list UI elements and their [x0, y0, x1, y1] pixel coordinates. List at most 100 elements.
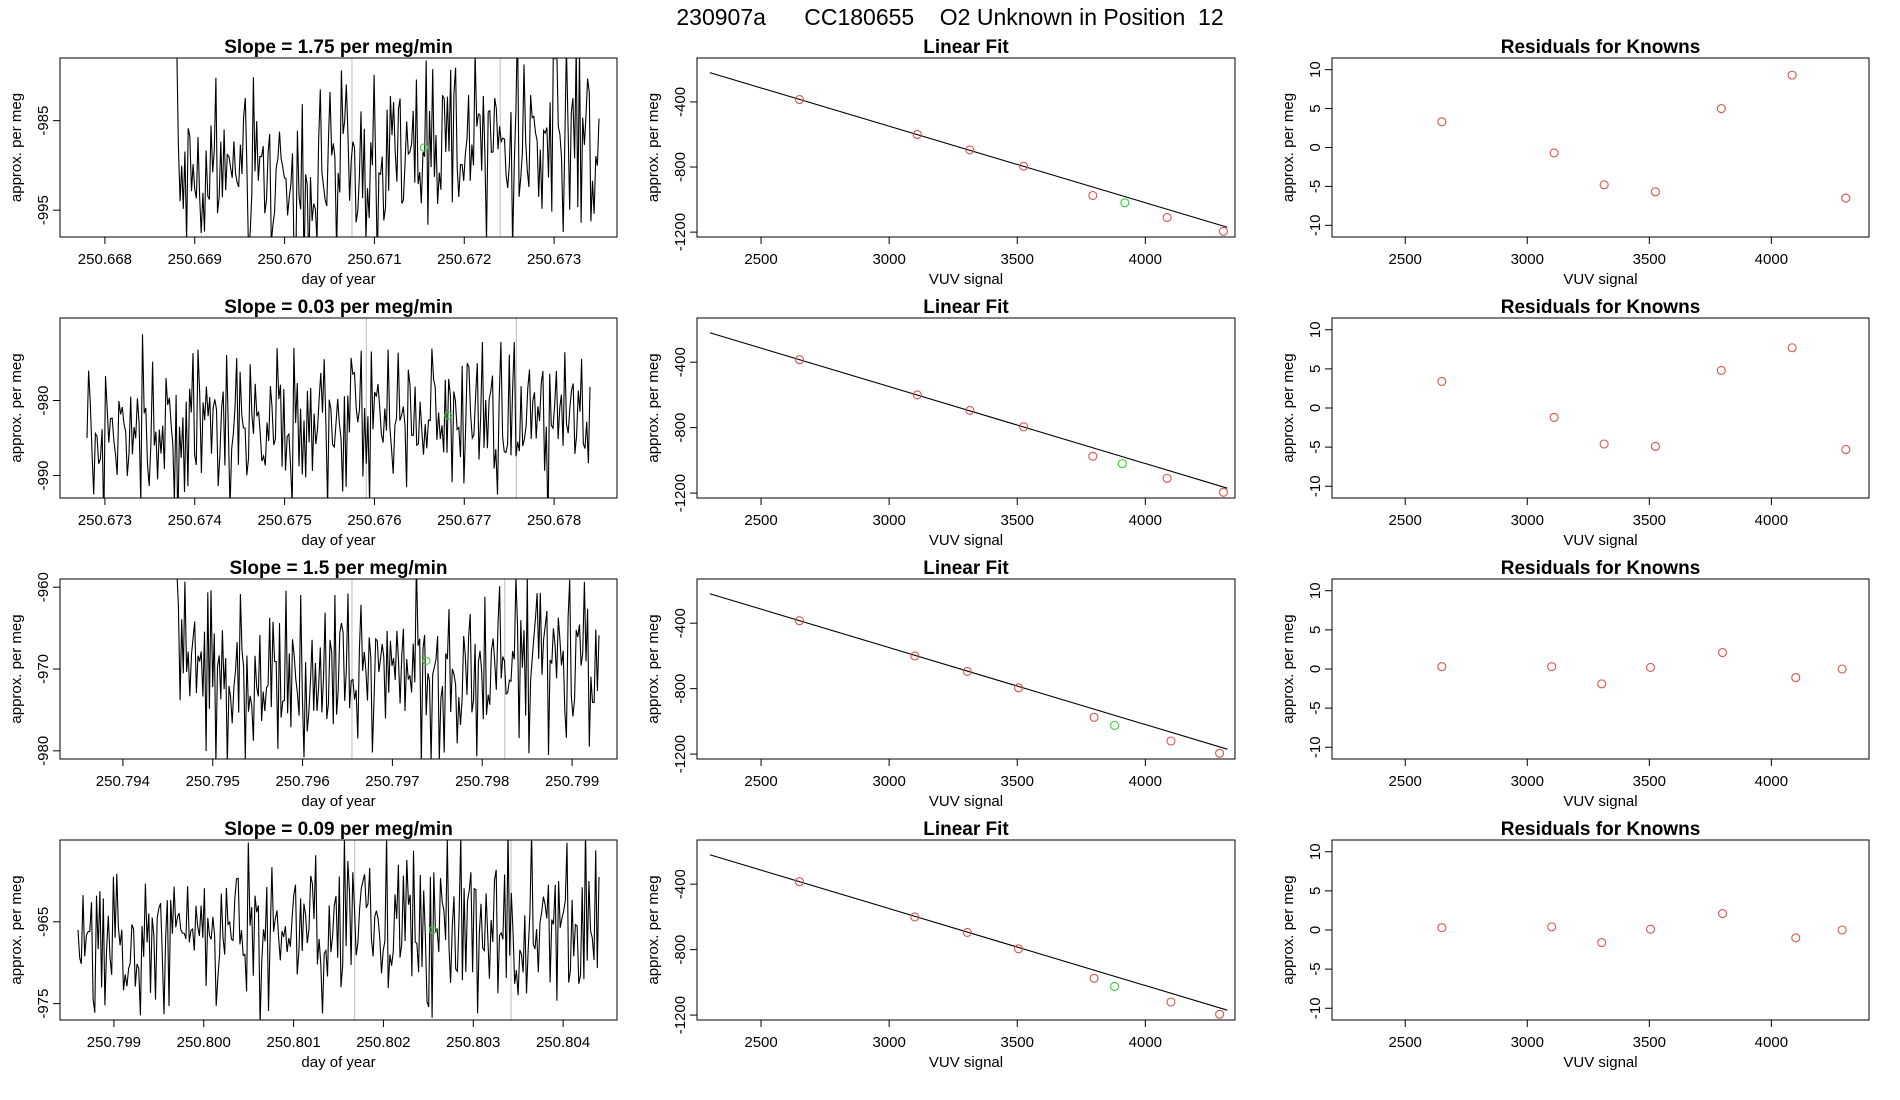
panel-r2c1-xtick-label-6: 250.678 — [527, 512, 581, 529]
panel-r3c1-ylabel: approx. per meg — [8, 614, 25, 723]
panel-r3c1-series-line — [176, 579, 600, 759]
panel-r2c2-known-point-6 — [1162, 473, 1172, 483]
panel-r2c1-xtick-label-4: 250.676 — [347, 512, 401, 529]
panel-r4c3-ytick-label-1: 10 — [1307, 843, 1324, 860]
panel-r3c1-unknown-marker — [422, 656, 431, 665]
panel-r1c1-xtick-label-6: 250.673 — [527, 251, 581, 268]
panel-r3c3-xtick-label-4: 4000 — [1755, 773, 1788, 790]
panel-r4c1-frame — [59, 839, 618, 1021]
panel-r3c3-xlabel: VUV signal — [1563, 793, 1637, 810]
panel-r2c2-xtick-label-3: 3500 — [1001, 512, 1034, 529]
panel-r1c2: Linear Fit 2500 3000 3500 4000 -400 -800 -1200 V… — [645, 37, 1236, 288]
panel-r2c3-xtick-label-2: 3000 — [1511, 512, 1544, 529]
panel-r2c1-xtick-label-2: 250.674 — [168, 512, 222, 529]
panel-r2c3-xtick-label-1: 2500 — [1389, 512, 1422, 529]
panel-r1c3-frame — [1331, 57, 1870, 238]
panel-r3c1-xtick-label-2: 250.795 — [186, 773, 240, 790]
panel-r2c3-known-point-2 — [1549, 412, 1559, 422]
panel-r3c2-ylabel: approx. per meg — [645, 614, 662, 723]
panel-r1c1-title: Slope = 1.75 per meg/min — [224, 37, 453, 58]
panel-r3c2-ytick-label-2: -800 — [672, 674, 689, 704]
panel-r4c2-xtick-label-2: 3000 — [872, 1034, 905, 1051]
panel-r2c2-xtick-label-1: 2500 — [744, 512, 777, 529]
panel-r1c2-known-point-6 — [1162, 212, 1172, 223]
panel-r2c3-known-point-5 — [1716, 365, 1726, 375]
panel-r3c3-title: Residuals for Knowns — [1501, 558, 1701, 579]
panel-r2c2-known-point-7 — [1218, 487, 1229, 497]
panel-r2c2-known-point-1 — [794, 355, 805, 365]
panel-r2c1-ytick-label-2: -990 — [35, 460, 52, 490]
panel-r1c1-plot-area — [176, 58, 600, 237]
panel-r2c2-ytick-label-1: -400 — [672, 347, 689, 377]
panel-r2c1-unknown-marker — [444, 411, 453, 420]
panel-r1c3-title: Residuals for Knowns — [1501, 37, 1701, 58]
panel-r3c3-xtick-label-3: 3500 — [1633, 773, 1666, 790]
panel-r3c2-xlabel: VUV signal — [929, 793, 1003, 810]
panel-r1c1-unknown-marker — [419, 143, 428, 152]
panel-r3c2-xtick-label-4: 4000 — [1129, 773, 1162, 790]
panel-r3c1-plot-area — [176, 579, 600, 759]
panel-r2c1-xtick-label-5: 250.677 — [437, 512, 491, 529]
panel-r2c2-known-point-4 — [1019, 422, 1029, 432]
panel-r2c3-ytick-label-5: -10 — [1307, 475, 1324, 497]
panel-r1c1-ylabel: approx. per meg — [8, 93, 25, 202]
panel-r4c3-ytick-label-3: 0 — [1307, 926, 1324, 934]
panel-r1c2-known-point-3 — [965, 145, 975, 155]
panel-r4c1-xtick-label-5: 250.803 — [446, 1034, 500, 1051]
panel-r2c2-frame — [696, 317, 1236, 499]
panel-r2c3-frame — [1331, 317, 1870, 499]
panel-r4c2-known-point-3 — [962, 927, 972, 938]
panel-r3c3-ytick-label-2: 5 — [1307, 626, 1324, 634]
panel-r4c3-ylabel: approx. per meg — [1280, 875, 1297, 984]
panel-r4c3-plot-area — [1437, 909, 1847, 948]
panel-r4c1-xlabel: day of year — [301, 1054, 375, 1071]
panel-r4c3: Residuals for Knowns 2500 3000 3500 4000 10 5 0… — [1280, 819, 1870, 1071]
panel-r3c2-fit-line — [709, 593, 1228, 750]
panel-r2c2-known-point-2 — [912, 390, 922, 400]
panel-r1c2-xlabel: VUV signal — [929, 271, 1003, 288]
panel-r3c2-known-point-1 — [794, 616, 805, 626]
panel-r3c3-ytick-label-1: 10 — [1307, 582, 1324, 599]
panel-r3c3-ytick-label-4: -5 — [1307, 701, 1324, 714]
panel-r2c1-frame — [59, 317, 618, 499]
panel-r3c1-ytick-label-1: -960 — [35, 572, 52, 602]
panel-r3c2-known-point-6 — [1166, 736, 1176, 746]
panel-r2c3-known-point-7 — [1841, 444, 1851, 455]
panel-r2c2-xtick-label-4: 4000 — [1129, 512, 1162, 529]
panel-r1c2-plot-area — [709, 72, 1229, 236]
panel-r2c2-xlabel: VUV signal — [929, 532, 1003, 549]
panel-r2c2-ylabel: approx. per meg — [645, 353, 662, 462]
panel-r3c1-xtick-label-4: 250.797 — [365, 773, 419, 790]
panel-r4c3-ytick-label-2: 5 — [1307, 887, 1324, 895]
panel-r1c3-known-point-2 — [1549, 148, 1559, 158]
panel-r4c1-xtick-label-3: 250.801 — [266, 1034, 320, 1051]
panel-r3c2: Linear Fit 2500 3000 3500 4000 -400 -800 -1200 V… — [645, 558, 1236, 810]
panel-r3c1-xtick-label-6: 250.799 — [545, 773, 599, 790]
panel-r2c3-xtick-label-3: 3500 — [1633, 512, 1666, 529]
panel-r3c1-xtick-label-3: 250.796 — [275, 773, 329, 790]
panel-r4c3-xlabel: VUV signal — [1563, 1054, 1637, 1071]
panel-r3c2-xtick-label-1: 2500 — [744, 773, 777, 790]
panel-r4c1: Slope = 0.09 per meg/min 250.799 250.800 25… — [8, 819, 618, 1071]
panel-r1c3-xlabel: VUV signal — [1563, 271, 1637, 288]
panel-r4c3-known-point-3 — [1597, 937, 1607, 948]
panel-r4c3-title: Residuals for Knowns — [1501, 819, 1701, 840]
panel-r1c3-known-point-6 — [1787, 70, 1797, 80]
panel-r1c2-xtick-label-2: 3000 — [872, 251, 905, 268]
panel-r4c3-known-point-7 — [1837, 925, 1847, 935]
panel-r2c2-title: Linear Fit — [923, 297, 1009, 318]
panel-r1c1-ytick-label-2: -995 — [35, 195, 52, 225]
panel-r4c3-frame — [1331, 839, 1870, 1021]
panel-r3c3-ytick-label-3: 0 — [1307, 665, 1324, 673]
panel-r2c2-known-point-3 — [965, 405, 975, 416]
panel-r4c3-known-point-1 — [1437, 923, 1447, 933]
panel-r1c2-xtick-label-3: 3500 — [1001, 251, 1034, 268]
panel-r2c2-known-point-5 — [1088, 451, 1098, 461]
panel-r2c3-known-point-3 — [1599, 439, 1609, 449]
figure-title: 230907a CC180655 O2 Unknown in Position … — [676, 4, 1224, 30]
panel-r1c1-frame — [59, 57, 618, 238]
panel-r1c3-xtick-label-1: 2500 — [1389, 251, 1422, 268]
panel-r4c2-known-point-6 — [1166, 997, 1176, 1007]
panel-r1c2-ytick-label-2: -800 — [672, 152, 689, 182]
panel-r3c3-xtick-label-2: 3000 — [1511, 773, 1544, 790]
